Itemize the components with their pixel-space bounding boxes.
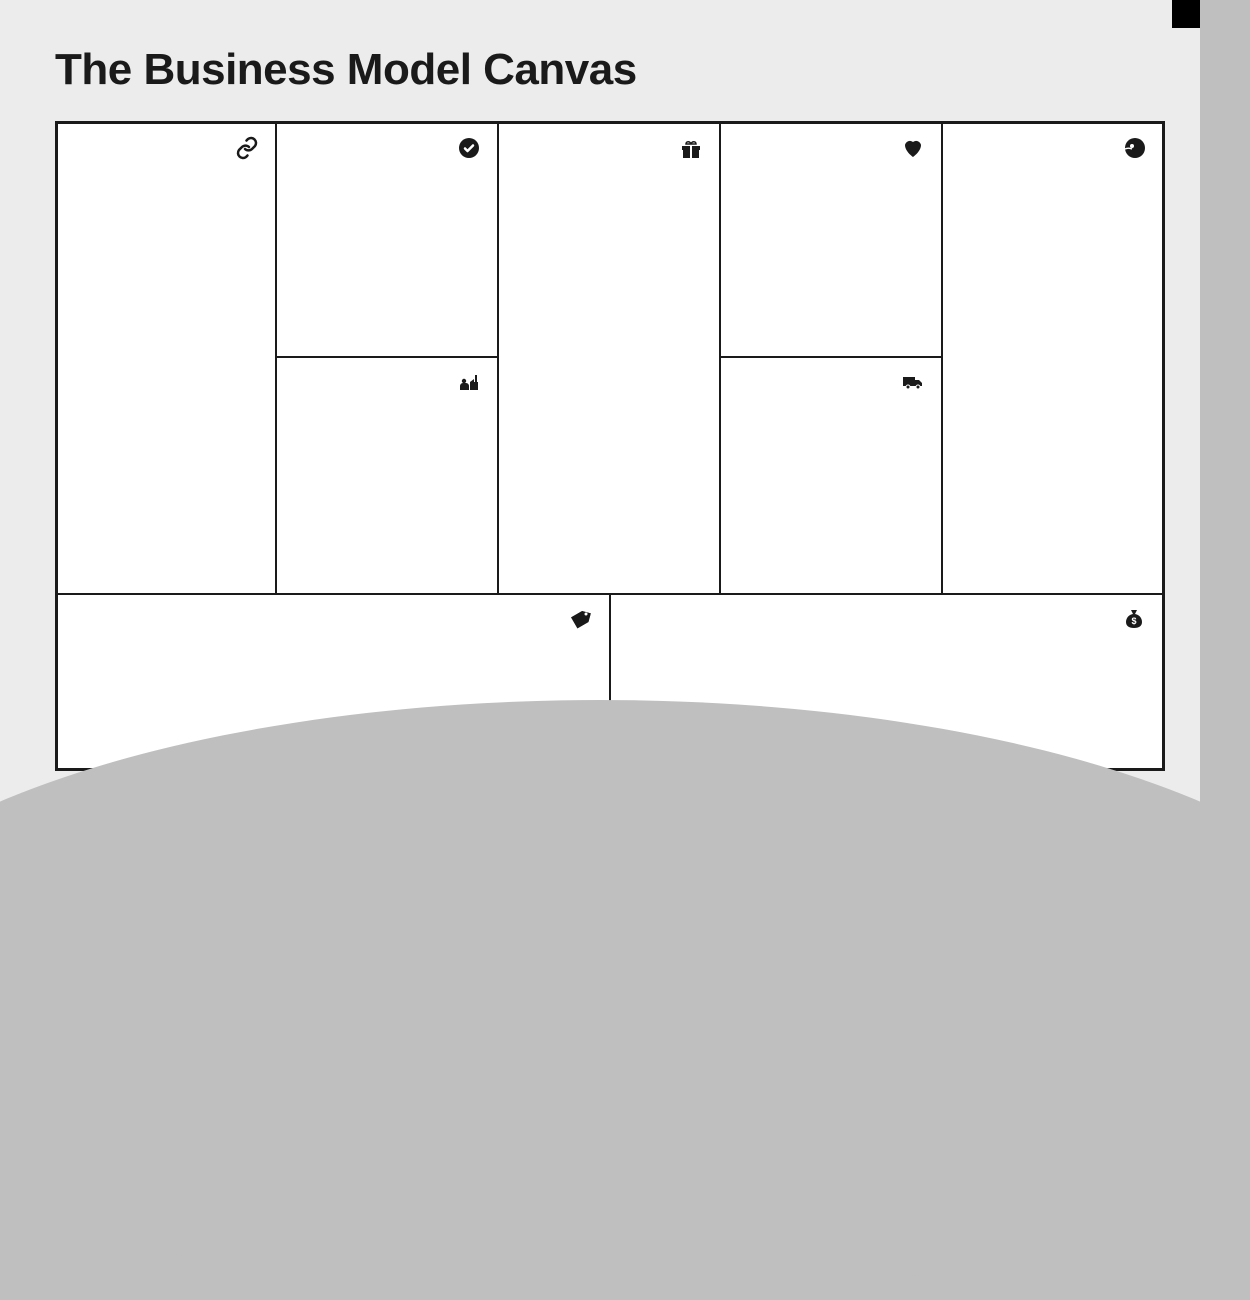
- cell-customer-segments: [943, 124, 1162, 593]
- attribution-text: Strategyzer: [987, 826, 1145, 860]
- cell-key-activities: [277, 124, 497, 358]
- canvas-top-row: [58, 124, 1162, 595]
- cell-customer-relationships: [721, 124, 941, 358]
- cell-channels: [721, 358, 941, 593]
- tag-icon: [569, 607, 593, 631]
- truck-icon: [901, 370, 925, 394]
- money-bag-icon: $: [1122, 607, 1146, 631]
- heart-icon: [901, 136, 925, 160]
- corner-decoration: [1172, 0, 1200, 28]
- page-swoosh-decoration: [0, 700, 1250, 1300]
- col-key-partners: [58, 124, 277, 593]
- col-relationships-channels: [721, 124, 943, 593]
- person-icon: [1122, 136, 1146, 160]
- cell-value-propositions: [499, 124, 719, 593]
- link-icon: [235, 136, 259, 160]
- attribution: Strategyzer: [953, 826, 1145, 860]
- svg-text:$: $: [1131, 616, 1136, 626]
- gift-icon: [679, 136, 703, 160]
- cell-key-resources: [277, 358, 497, 593]
- canvas-bottom-row: $: [58, 595, 1162, 768]
- cell-revenue-streams: $: [611, 595, 1162, 768]
- business-model-canvas: $: [55, 121, 1165, 771]
- check-circle-icon: [457, 136, 481, 160]
- col-value-propositions: [499, 124, 721, 593]
- cell-cost-structure: [58, 595, 611, 768]
- col-customer-segments: [943, 124, 1162, 593]
- page-title: The Business Model Canvas: [55, 45, 1145, 95]
- cell-key-partners: [58, 124, 275, 593]
- strategyzer-logo-icon: [953, 828, 983, 858]
- col-activities-resources: [277, 124, 499, 593]
- page: The Business Model Canvas: [0, 0, 1200, 900]
- factory-icon: [457, 370, 481, 394]
